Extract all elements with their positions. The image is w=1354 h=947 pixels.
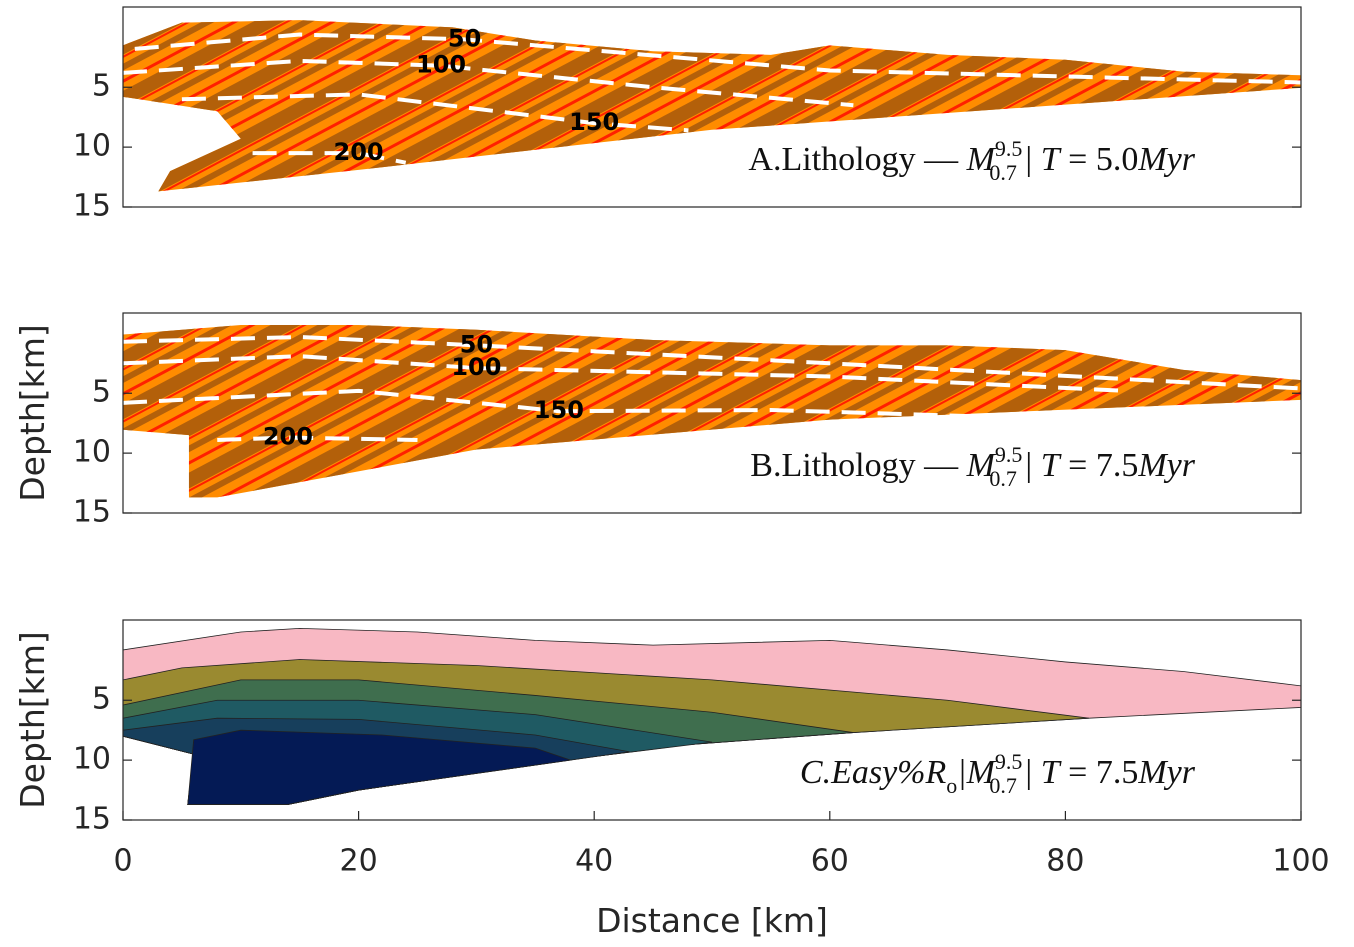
- annotation-part: T: [1041, 141, 1062, 178]
- y-axis-label: Depth[km]: [13, 631, 52, 809]
- panel-annotation: A.Lithology — M9.5 0.7 | T = 5.0Myr: [748, 136, 1195, 185]
- isotherm: [123, 354, 1125, 393]
- isotherm-label: 50: [448, 24, 481, 52]
- x-tick-label: 40: [575, 844, 613, 879]
- isotherm: [123, 58, 854, 108]
- annotation-part: |: [1017, 141, 1041, 178]
- panel-annotation: C.Easy%Ro|M9.5 0.7 | T = 7.5Myr: [800, 749, 1196, 798]
- y-tick-label: 10: [73, 129, 111, 164]
- zone: [187, 729, 571, 805]
- axes-frame: [122, 6, 1302, 208]
- x-tick-label: 60: [811, 844, 849, 879]
- y-axis-label: Depth[km]: [13, 324, 52, 502]
- y-tick-label: 5: [92, 69, 111, 104]
- isotherm: [123, 388, 1007, 420]
- annotation-part: M: [966, 141, 997, 178]
- y-tick-label: 5: [92, 375, 111, 410]
- annotation-part: 9.5: [995, 442, 1023, 467]
- panel-annotation: B.Lithology — M9.5 0.7 | T = 7.5Myr: [750, 442, 1195, 491]
- isotherm-label: 50: [460, 330, 493, 358]
- isotherm-label: 150: [569, 108, 619, 136]
- y-tick-label: 15: [73, 189, 111, 224]
- annotation-part: = 7.5: [1060, 754, 1139, 791]
- annotation-part: A.Lithology —: [748, 141, 966, 178]
- annotation-part: M: [966, 447, 997, 484]
- plot-area: [123, 627, 1301, 805]
- axes-frame: [122, 619, 1302, 821]
- x-axis-label: Distance [km]: [596, 901, 828, 940]
- annotation-part: Myr: [1137, 141, 1195, 178]
- annotation-part: T: [1041, 754, 1062, 791]
- isotherm-label: 200: [334, 138, 384, 166]
- annotation-part: |: [1017, 754, 1041, 791]
- isotherm-label: 150: [534, 396, 584, 424]
- x-tick-label: 0: [113, 844, 132, 879]
- annotation-part: Myr: [1137, 754, 1195, 791]
- isotherm-label: 100: [451, 353, 501, 381]
- annotation-part: |: [1017, 447, 1041, 484]
- annotation-part: = 7.5: [1060, 447, 1139, 484]
- y-tick-label: 5: [92, 682, 111, 717]
- annotation-part: 9.5: [995, 136, 1023, 161]
- annotation-part: 9.5: [995, 749, 1023, 774]
- x-tick-label: 80: [1046, 844, 1084, 879]
- annotation-part: B.Lithology —: [750, 447, 966, 484]
- x-tick-label: 100: [1272, 844, 1329, 879]
- isotherm: [134, 32, 1301, 85]
- y-tick-label: 10: [73, 435, 111, 470]
- y-tick-label: 15: [73, 495, 111, 530]
- annotation-part: Myr: [1137, 447, 1195, 484]
- y-tick-label: 10: [73, 742, 111, 777]
- isotherm-label: 100: [416, 51, 466, 79]
- x-tick-label: 20: [340, 844, 378, 879]
- annotation-part: T: [1041, 447, 1062, 484]
- annotation-part: 0.7: [989, 160, 1017, 185]
- axes-frame: [122, 312, 1302, 514]
- isotherm: [181, 92, 689, 133]
- annotation-part: o: [946, 773, 957, 798]
- annotation-part: |M: [957, 754, 996, 791]
- annotation-part: C.Easy%R: [800, 754, 947, 791]
- annotation-part: = 5.0: [1060, 141, 1139, 178]
- y-tick-label: 15: [73, 802, 111, 837]
- isotherm: [123, 334, 1301, 391]
- isotherm-label: 200: [263, 423, 313, 451]
- annotation-part: 0.7: [989, 773, 1017, 798]
- isotherm: [217, 435, 418, 442]
- annotation-part: 0.7: [989, 466, 1017, 491]
